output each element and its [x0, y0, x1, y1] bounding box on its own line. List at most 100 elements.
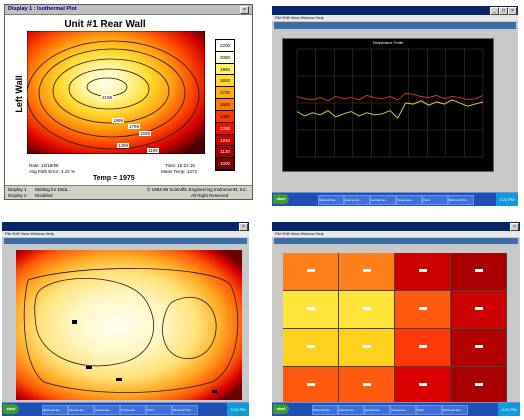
- path-error-text: Avg Path Error: 4.23 %: [29, 169, 75, 174]
- system-tray: 3:22 PM: [496, 193, 518, 206]
- minimize-icon[interactable]: _: [490, 7, 499, 15]
- grid-cell[interactable]: [339, 291, 394, 328]
- contour-view-window: × File Edit View Window Help Date: 12: [2, 222, 249, 416]
- contour-label: 1599: [139, 131, 152, 136]
- taskbar-button[interactable]: Internet Ex...: [338, 405, 364, 415]
- contour-label: 1199: [147, 148, 159, 153]
- copyright-text: © 1994-96 Scientific Engineering Instrum…: [147, 187, 248, 192]
- contour-lines: [27, 40, 200, 150]
- legend-swatch: 2200: [216, 40, 234, 52]
- close-icon[interactable]: ×: [239, 223, 248, 231]
- chart-title: Temperature Profile: [372, 41, 404, 45]
- rights-text: All Right Reserved: [191, 193, 229, 198]
- inner-titlebar[interactable]: [4, 238, 247, 244]
- taskbar-button[interactable]: Isothermal...: [370, 195, 396, 205]
- line-chart: [296, 48, 484, 158]
- taskbar-button[interactable]: Paint: [422, 195, 448, 205]
- grid-cell[interactable]: [283, 329, 338, 366]
- cell-marker: [363, 307, 371, 310]
- grid-cell[interactable]: [395, 291, 450, 328]
- grid-cell[interactable]: [339, 329, 394, 366]
- isothermal-heatmap: [27, 31, 205, 154]
- cell-marker: [363, 269, 371, 272]
- legend-swatch: 1960: [216, 63, 234, 76]
- taskbar-button[interactable]: Microsoft Ex...: [312, 405, 338, 415]
- menu-bar[interactable]: File Edit View Window Help: [272, 15, 518, 21]
- taskbar-button[interactable]: Temperatu...: [120, 405, 146, 415]
- window-titlebar[interactable]: Display 1 : Isothermal Plot ×: [5, 5, 252, 15]
- grid-cell[interactable]: [283, 367, 338, 404]
- grid-cell[interactable]: [283, 253, 338, 290]
- cell-marker: [475, 383, 483, 386]
- close-icon[interactable]: ×: [508, 7, 517, 15]
- legend-swatch: 1720: [216, 87, 234, 100]
- grid-cell[interactable]: [395, 329, 450, 366]
- close-icon[interactable]: ×: [510, 223, 519, 231]
- maximize-icon[interactable]: □: [499, 7, 508, 15]
- menu-bar[interactable]: File Edit View Window Help: [272, 231, 520, 237]
- close-icon[interactable]: ×: [240, 6, 249, 14]
- taskbar-button[interactable]: Internet Ex...: [68, 405, 94, 415]
- status-display1-text: Waiting for Data...: [35, 187, 71, 192]
- temperature-legend: 2200 2080 1960 1840 1720 1600 1480 1360 1240 1120…: [215, 39, 235, 171]
- grid-cell[interactable]: [339, 367, 394, 404]
- taskbar-button[interactable]: Paint: [416, 405, 442, 415]
- taskbar-button[interactable]: Microsoft Ex...: [318, 195, 344, 205]
- time-text: Time: 15:22:15: [165, 163, 195, 168]
- legend-swatch: 1000: [216, 158, 234, 170]
- status-bar: Display 1 Waiting for Data... Display 2 …: [5, 185, 252, 199]
- start-button[interactable]: start: [3, 404, 19, 414]
- taskbar-button[interactable]: Temperatu...: [390, 405, 416, 415]
- grid-cell[interactable]: [283, 291, 338, 328]
- cell-marker: [419, 307, 427, 310]
- window-title: Display 1 : Isothermal Plot: [8, 6, 77, 12]
- taskbar-button[interactable]: Isothermal...: [364, 405, 390, 415]
- cell-marker: [475, 269, 483, 272]
- legend-swatch: 1840: [216, 75, 234, 88]
- status-display2-label: Display 2: [8, 193, 27, 198]
- start-button[interactable]: start: [273, 194, 289, 204]
- legend-swatch: 1120: [216, 146, 234, 159]
- taskbar-button[interactable]: Microsoft Wo...: [448, 195, 474, 205]
- grid-cell[interactable]: [451, 291, 506, 328]
- contour-label: 1799: [128, 124, 141, 129]
- taskbar-button[interactable]: Isothermal...: [94, 405, 120, 415]
- legend-swatch: 1360: [216, 122, 234, 135]
- taskbar-button[interactable]: Paint: [146, 405, 172, 415]
- window-titlebar[interactable]: ×: [2, 222, 249, 231]
- legend-swatch: 1480: [216, 110, 234, 123]
- status-display2-text: Disabled: [35, 193, 53, 198]
- system-tray: 3:22 PM: [227, 403, 249, 416]
- grid-cell[interactable]: [451, 367, 506, 404]
- series-line: [296, 99, 484, 119]
- taskbar-button[interactable]: Temperatu...: [396, 195, 422, 205]
- cell-marker: [475, 345, 483, 348]
- taskbar-button[interactable]: Internet Ex...: [344, 195, 370, 205]
- plot-area: Unit #1 Rear Wall Left Wall: [5, 15, 252, 185]
- taskbar: start Microsoft Ex... Internet Ex... Iso…: [2, 402, 249, 416]
- contour-label: 2199: [101, 95, 114, 100]
- window-titlebar[interactable]: ×: [272, 222, 520, 231]
- start-button[interactable]: start: [273, 404, 289, 414]
- cell-marker: [475, 307, 483, 310]
- taskbar-button[interactable]: Microsoft Ex...: [42, 405, 68, 415]
- system-tray: 3:22 PM: [498, 403, 520, 416]
- inner-titlebar[interactable]: [274, 22, 516, 29]
- grid-cell[interactable]: [451, 329, 506, 366]
- grid-cell[interactable]: [451, 253, 506, 290]
- date-text: Date: 12/19/96: [29, 163, 59, 168]
- cell-marker: [419, 269, 427, 272]
- window-titlebar[interactable]: × □ _: [272, 6, 518, 15]
- grid-cell[interactable]: [395, 367, 450, 404]
- inner-titlebar[interactable]: [274, 238, 518, 244]
- contour-label: 1399: [117, 143, 130, 148]
- taskbar-button[interactable]: Microsoft Wo...: [442, 405, 468, 415]
- chart-area: Temperature Profile: [282, 38, 494, 172]
- cell-marker: [307, 307, 315, 310]
- grid-cell[interactable]: [395, 253, 450, 290]
- cell-marker: [307, 383, 315, 386]
- cell-marker: [307, 269, 315, 272]
- grid-cell[interactable]: [339, 253, 394, 290]
- taskbar-button[interactable]: Microsoft Wo...: [172, 405, 198, 415]
- menu-bar[interactable]: File Edit View Window Help: [2, 231, 249, 237]
